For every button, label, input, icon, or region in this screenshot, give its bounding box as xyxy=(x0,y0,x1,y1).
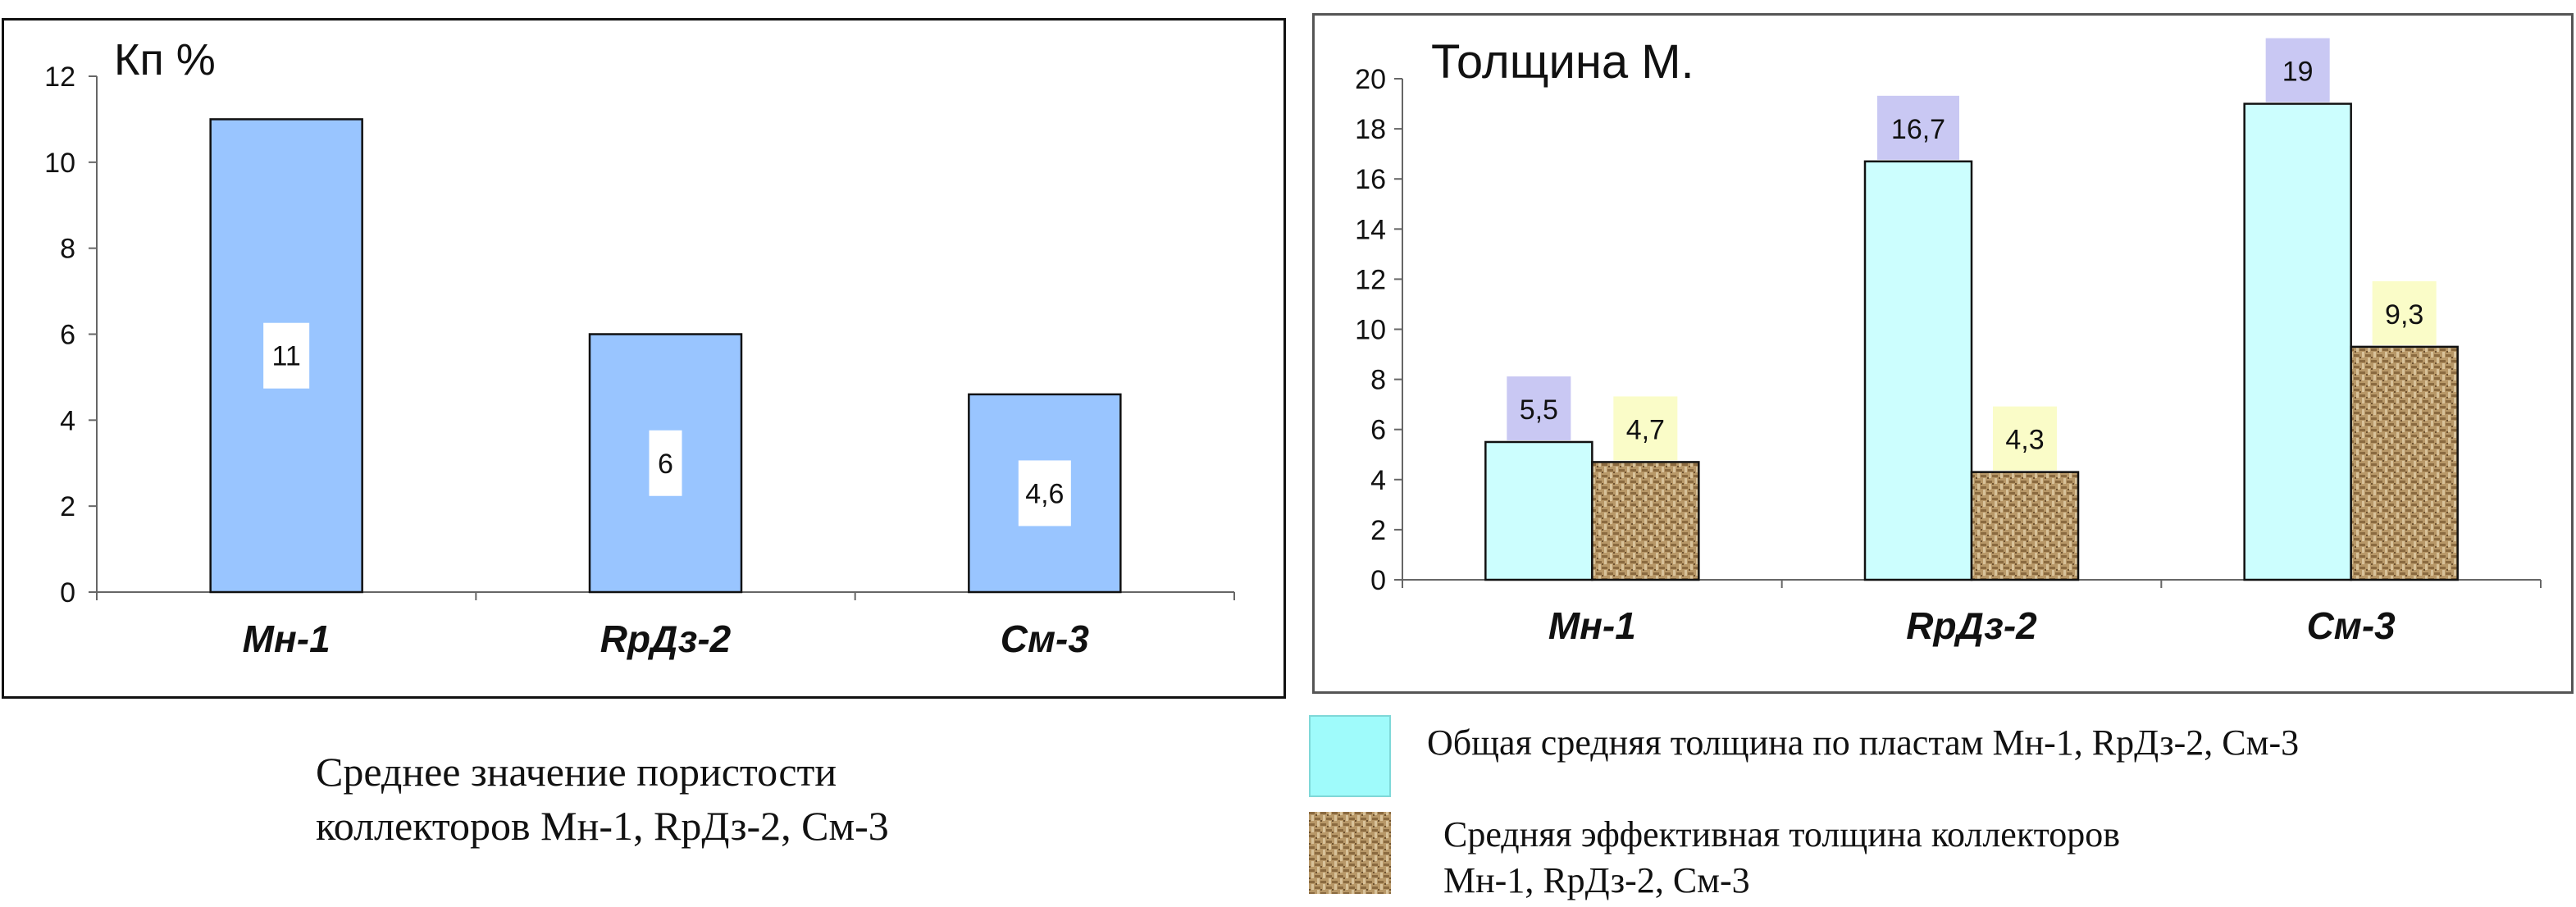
category-label: Мн-1 xyxy=(243,618,331,660)
data-label-bg xyxy=(263,322,310,389)
data-label-bg xyxy=(1993,406,2057,471)
y-tick-label: 6 xyxy=(60,320,75,351)
y-tick-label: 14 xyxy=(1355,214,1386,245)
y-tick-label: 6 xyxy=(1370,415,1386,446)
y-tick-label: 12 xyxy=(44,62,75,93)
data-label-bg xyxy=(1613,396,1678,461)
category-label: RрДз-2 xyxy=(1906,604,2037,647)
data-label-bg xyxy=(2372,280,2437,345)
y-tick-label: 16 xyxy=(1355,164,1386,195)
y-tick-label: 20 xyxy=(1355,64,1386,95)
porosity-caption: Среднее значение пористости коллекторов … xyxy=(316,745,1259,853)
category-label: См-3 xyxy=(1001,618,1090,660)
porosity-chart-frame: Кп % 0 2 4 6 8 10 12 11 Мн-1 6 RрДз-2 4,6 См-3 xyxy=(2,18,1286,699)
y-tick-label: 8 xyxy=(60,234,75,265)
bar-См-3-series-0 xyxy=(2243,103,2352,581)
porosity-caption-line1: Среднее значение пористости xyxy=(316,749,837,795)
bar-См-3-series-1 xyxy=(2350,345,2459,581)
data-label: 16,7 xyxy=(1891,114,1945,145)
y-tick-label: 0 xyxy=(1370,565,1386,596)
category-label: См-3 xyxy=(2307,604,2396,647)
legend-swatch-effective-thickness xyxy=(1309,812,1391,894)
data-label-bg xyxy=(1877,95,1959,160)
y-tick-label: 2 xyxy=(60,491,75,522)
porosity-caption-line2: коллекторов Мн-1, RрДз-2, См-3 xyxy=(316,803,889,849)
y-tick-label: 10 xyxy=(44,148,75,179)
bar-RрДз-2-series-0 xyxy=(1863,160,1973,581)
chart-title: Кп % xyxy=(114,35,216,84)
thickness-chart-frame: Толщина М. 0 2 4 6 8 10 12 14 16 18 20 5,5 4,7 Мн-1 16,… xyxy=(1312,13,2574,694)
data-label: 4,7 xyxy=(1626,414,1665,445)
y-tick-label: 12 xyxy=(1355,264,1386,295)
data-label: 11 xyxy=(272,341,301,372)
data-label: 19 xyxy=(2282,57,2314,88)
legend-label-effective-line2: Мн-1, RрДз-2, См-3 xyxy=(1443,860,1750,900)
legend-label-total-thickness: Общая средняя толщина по пластам Мн-1, R… xyxy=(1427,722,2300,763)
y-tick-label: 2 xyxy=(1370,515,1386,546)
y-tick-label: 4 xyxy=(1370,465,1386,496)
bar-Мн-1-series-1 xyxy=(1591,461,1700,581)
y-tick-label: 10 xyxy=(1355,315,1386,346)
data-label: 9,3 xyxy=(2385,299,2423,330)
data-label: 4,3 xyxy=(2005,425,2044,456)
data-label: 6 xyxy=(658,449,673,480)
legend-label-effective-line1: Средняя эффективная толщина коллекторов xyxy=(1443,814,2121,855)
bar-Мн-1-series-0 xyxy=(1484,440,1593,581)
legend-swatch-total-thickness xyxy=(1309,715,1391,797)
data-label: 4,6 xyxy=(1025,478,1064,509)
data-label-bg xyxy=(1507,376,1571,440)
category-label: RрДз-2 xyxy=(600,618,732,660)
bar-RрДз-2-series-1 xyxy=(1970,471,2080,581)
data-label: 5,5 xyxy=(1520,394,1558,426)
category-label: Мн-1 xyxy=(1548,604,1636,647)
legend-label-effective-thickness: Средняя эффективная толщина коллекторов … xyxy=(1443,812,2559,904)
y-tick-label: 0 xyxy=(60,577,75,608)
data-label-bg xyxy=(649,430,682,496)
y-tick-label: 18 xyxy=(1355,114,1386,145)
data-label-bg xyxy=(2265,38,2330,103)
y-tick-label: 8 xyxy=(1370,365,1386,396)
thickness-chart: Толщина М. 0 2 4 6 8 10 12 14 16 18 20 5,5 4,7 Мн-1 16,… xyxy=(1355,35,2542,647)
y-tick-label: 4 xyxy=(60,405,75,436)
porosity-chart: Кп % 0 2 4 6 8 10 12 11 Мн-1 6 RрДз-2 4,6 См-3 xyxy=(44,35,1235,660)
chart-title: Толщина М. xyxy=(1431,35,1694,89)
data-label-bg xyxy=(1018,460,1071,526)
